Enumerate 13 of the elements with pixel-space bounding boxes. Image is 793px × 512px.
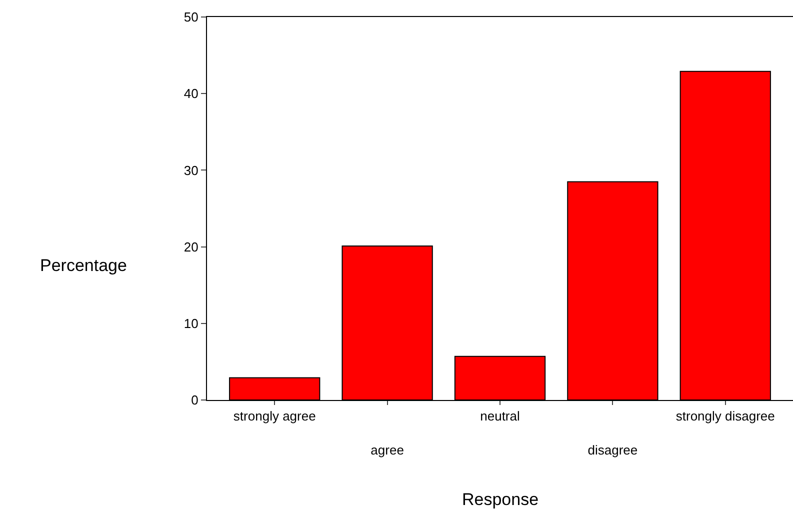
y-tick-label: 10 — [184, 316, 198, 331]
y-tick-label: 0 — [191, 392, 198, 408]
y-tick-label: 50 — [184, 10, 198, 25]
y-tick-label: 40 — [184, 86, 198, 102]
x-tick-label: agree — [370, 442, 404, 458]
y-tick-label: 20 — [184, 239, 198, 254]
x-tick-label: strongly disagree — [676, 408, 775, 424]
y-axis-title: Percentage — [40, 256, 127, 275]
x-axis-title: Response — [462, 490, 539, 509]
x-tick-label: neutral — [480, 408, 520, 424]
x-tick-label: strongly agree — [233, 408, 316, 424]
y-tick-label: 30 — [184, 162, 198, 178]
x-tick-label: disagree — [588, 442, 638, 458]
